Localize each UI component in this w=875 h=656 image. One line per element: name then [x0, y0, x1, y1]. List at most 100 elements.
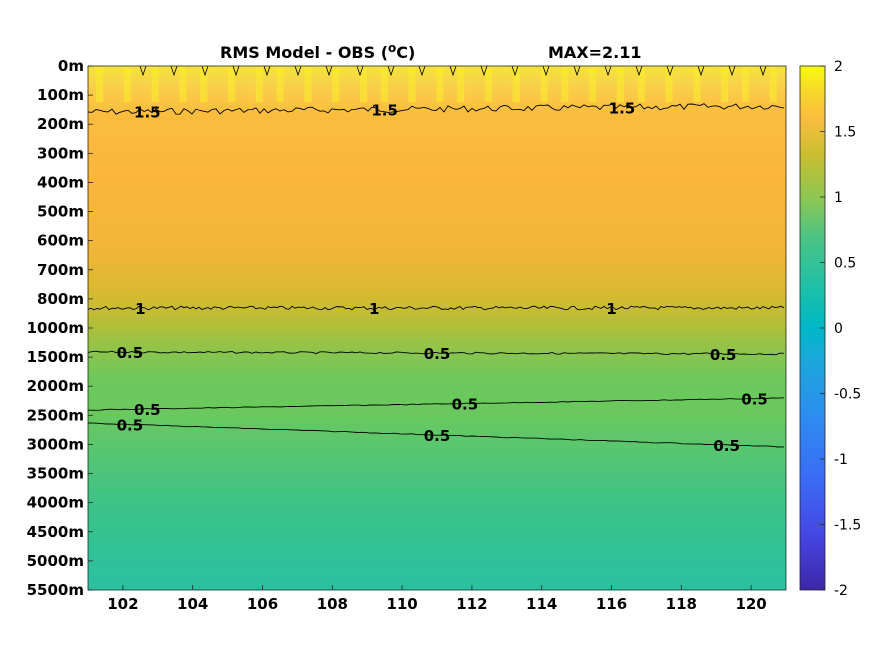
contour-label: 0.5	[452, 396, 479, 414]
y-tick-label: 3500m	[27, 465, 84, 483]
surface-streak	[637, 66, 645, 102]
y-tick-label: 400m	[37, 173, 84, 191]
x-tick-label: 120	[735, 595, 766, 613]
surface-streak	[360, 66, 367, 102]
y-axis: 0m 100m 200m 300m 400m 500m 600m 700m 800m 1000m 1…	[27, 57, 93, 599]
surface-streak	[589, 66, 597, 102]
x-tick-label: 116	[596, 595, 627, 613]
contour-label: 0.5	[741, 391, 768, 409]
plot-area	[88, 66, 797, 590]
surface-contour	[573, 66, 581, 77]
y-tick-label: 2500m	[27, 406, 84, 424]
surface-contour	[325, 66, 333, 77]
surface-streak	[255, 66, 263, 102]
contour-label: 1	[135, 300, 145, 318]
surface-contour	[666, 66, 674, 77]
y-tick-label: 100m	[37, 86, 84, 104]
contour-labels: 1.5 1.5 1.51 1 10.5 0.5 0.50.5 0.5 0.50.50.50.5	[117, 99, 768, 455]
colorbar-tick-label: -0.5	[834, 387, 861, 403]
surface-contour	[356, 66, 364, 77]
y-tick-label: 2000m	[27, 377, 84, 395]
y-tick-label: 700m	[37, 261, 84, 279]
x-tick-label: 114	[526, 595, 557, 613]
colorbar-tick-label: 0.5	[834, 256, 856, 272]
contour-line	[88, 422, 785, 448]
surface-streak	[380, 66, 388, 102]
surface-contour	[232, 66, 240, 77]
surface-stripes	[96, 66, 777, 102]
y-tick-label: 4000m	[27, 494, 84, 512]
surface-contour	[449, 66, 457, 77]
contour-label: 1	[369, 300, 379, 318]
surface-contour	[170, 66, 178, 77]
colorbar-tick-label: 2	[834, 59, 843, 75]
contour-label: 1.5	[134, 103, 161, 121]
contour-lines	[88, 66, 797, 448]
y-tick-label: 4500m	[27, 523, 84, 541]
x-tick-label: 108	[317, 595, 348, 613]
x-tick-label: 110	[386, 595, 417, 613]
surface-streak	[200, 66, 208, 102]
surface-streak	[561, 66, 569, 102]
y-tick-label: 500m	[37, 203, 84, 221]
x-tick-label: 104	[177, 595, 208, 613]
contour-label: 1.5	[609, 99, 636, 117]
contour-label: 0.5	[117, 416, 144, 434]
y-tick-label: 600m	[37, 232, 84, 250]
x-tick-label: 102	[107, 595, 138, 613]
colorbar-tick-label: -2	[834, 583, 848, 599]
surface-contour	[791, 66, 797, 75]
colorbar-tick-label: 1	[834, 190, 843, 206]
colorbar-tick-label: -1.5	[834, 518, 861, 534]
y-tick-label: 200m	[37, 115, 84, 133]
surface-contour	[759, 66, 767, 77]
y-tick-label: 1000m	[27, 319, 84, 337]
contour-line	[88, 305, 785, 311]
y-tick-label: 5500m	[27, 581, 84, 599]
surface-contour	[387, 66, 395, 77]
y-tick-label: 3000m	[27, 435, 84, 453]
colorbar-tick-label: 1.5	[834, 125, 856, 141]
contour-line	[88, 103, 785, 115]
surface-streak	[665, 66, 673, 102]
surface-contour	[728, 66, 736, 77]
surface-streak	[457, 66, 465, 102]
surface-streak	[540, 66, 548, 102]
y-tick-label: 5000m	[27, 552, 84, 570]
surface-contour	[697, 66, 705, 77]
surface-contour	[139, 66, 147, 77]
surface-streak	[512, 66, 520, 102]
x-axis: 102 104 106 108 110 112 114 116 118 120	[107, 585, 767, 613]
contour-label: 1.5	[371, 101, 398, 119]
y-tick-label: 1500m	[27, 348, 84, 366]
surface-streak	[408, 66, 416, 102]
surface-contour	[480, 66, 488, 77]
colorbar-axis: 2 1.5 1 0.5 0 -0.5 -1 -1.5 -2	[820, 59, 861, 599]
surface-streak	[332, 66, 340, 102]
surface-contour	[201, 66, 209, 77]
contour-line	[88, 397, 785, 411]
surface-contour	[635, 66, 643, 77]
surface-streak	[179, 66, 187, 102]
surface-streak	[742, 66, 749, 102]
surface-streak	[304, 66, 312, 102]
max-annotation: MAX=2.11	[548, 43, 642, 62]
x-tick-label: 106	[247, 595, 278, 613]
contour-label: 0.5	[117, 344, 144, 362]
surface-streak	[693, 66, 701, 102]
x-tick-label: 112	[456, 595, 487, 613]
contour-label: 0.5	[424, 345, 451, 363]
surface-streak	[617, 66, 624, 102]
contour-label: 0.5	[710, 346, 737, 364]
contour-label: 0.5	[424, 427, 451, 445]
surface-contour	[604, 66, 612, 77]
colorbar-tick-label: -1	[834, 452, 848, 468]
surface-streak	[721, 66, 729, 102]
y-tick-label: 0m	[58, 57, 84, 75]
surface-streak	[436, 66, 444, 102]
colorbar-tick-label: 0	[834, 321, 843, 337]
contour-label: 1	[606, 300, 616, 318]
chart-title: RMS Model - OBS (oC)	[220, 41, 415, 62]
y-tick-label: 800m	[37, 290, 84, 308]
